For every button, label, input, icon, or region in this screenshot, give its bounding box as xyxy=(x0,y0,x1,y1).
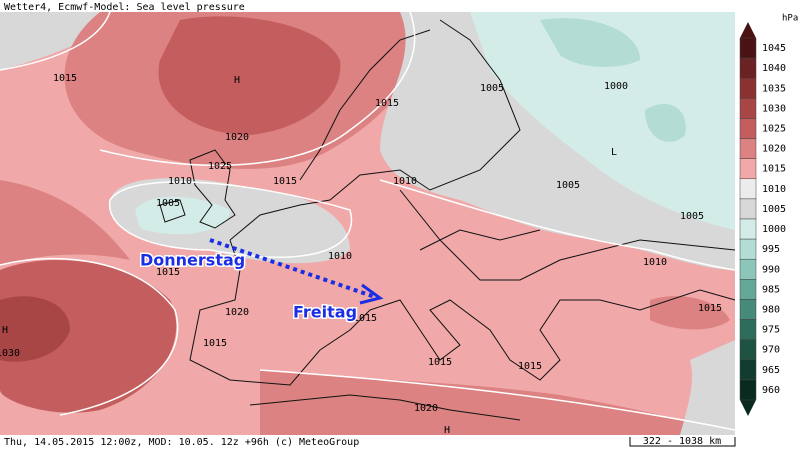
legend-label: 990 xyxy=(762,264,780,275)
legend-arrow-top xyxy=(740,22,756,38)
isobar-label: 1015 xyxy=(353,313,377,324)
legend-swatch xyxy=(739,138,757,159)
isobar-label: 1010 xyxy=(643,257,667,268)
coastlines xyxy=(159,19,736,421)
annotation: Donnerstag xyxy=(140,251,245,270)
legend-label: 1010 xyxy=(762,184,786,195)
legend-label: 985 xyxy=(762,284,780,295)
isobar-label: 1015 xyxy=(698,303,722,314)
pressure-zone xyxy=(0,180,130,265)
pressure-zone xyxy=(470,12,735,230)
pressure-zone xyxy=(680,340,735,435)
pressure-zone xyxy=(0,260,177,413)
legend-swatch xyxy=(739,299,757,320)
isobar-label: 1010 xyxy=(328,251,352,262)
legend-swatch xyxy=(739,158,757,180)
legend-label: 980 xyxy=(762,305,780,316)
legend-swatch xyxy=(739,339,757,361)
isobar-label: 1005 xyxy=(556,180,580,191)
isobar-label: 1005 xyxy=(480,83,504,94)
isobar-label: H xyxy=(234,75,240,86)
legend-label: 1030 xyxy=(762,103,786,114)
legend-arrow-bottom xyxy=(740,400,756,416)
legend-label: 1000 xyxy=(762,224,786,235)
legend-label: 1035 xyxy=(762,83,786,94)
isobar-label: 1020 xyxy=(225,307,249,318)
isobar-label: 1015 xyxy=(375,98,399,109)
pressure-zone xyxy=(540,18,640,67)
legend-label: 1045 xyxy=(762,43,786,54)
legend-swatch xyxy=(739,279,757,300)
legend-label: 965 xyxy=(762,365,780,376)
legend-swatch xyxy=(739,118,757,139)
isobar-label: 1030 xyxy=(0,348,20,359)
map: 1015 H 1015 1005 1000 1020 1025 1015 1010 1010 100… xyxy=(0,11,736,436)
isobar-label: H xyxy=(2,325,8,336)
header-title: Wetter4, Ecmwf-Model: Sea level pressure xyxy=(4,2,245,13)
legend-swatch xyxy=(739,238,757,260)
legend: hPa 1045 1040 1035 1030 1025 1020 1015 1010 1005… xyxy=(735,12,800,435)
legend-swatch xyxy=(739,359,757,381)
isobar-label: 1005 xyxy=(680,211,704,222)
legend-swatch xyxy=(739,57,757,79)
isobar-label: 1015 xyxy=(518,361,542,372)
track-arrowhead xyxy=(359,283,384,305)
legend-swatch xyxy=(739,98,757,119)
isobar-label: 1015 xyxy=(156,267,180,278)
legend-swatch xyxy=(739,37,757,59)
legend-label: 1015 xyxy=(762,164,786,175)
isobar-label: 1010 xyxy=(168,176,192,187)
legend-swatch xyxy=(739,258,757,280)
isobar-label: 1005 xyxy=(156,198,180,209)
scale-bar xyxy=(629,437,736,447)
pressure-zone xyxy=(260,370,735,435)
legend-swatch xyxy=(739,319,757,340)
pressure-zone xyxy=(0,296,70,362)
legend-label: 1040 xyxy=(762,63,786,74)
isobar-label: 1000 xyxy=(604,81,628,92)
isobar-label: 1015 xyxy=(428,357,452,368)
legend-swatch xyxy=(739,178,757,200)
footer-info: Thu, 14.05.2015 12:00z, MOD: 10.05. 12z … xyxy=(4,437,359,448)
pressure-zone xyxy=(158,16,341,135)
isobar-label: L xyxy=(611,147,617,158)
isobar-label: 1015 xyxy=(273,176,297,187)
legend-swatch xyxy=(739,77,757,99)
isobars xyxy=(0,11,736,431)
isobar-label: 1020 xyxy=(225,132,249,143)
pressure-zone xyxy=(650,296,730,330)
legend-label: 995 xyxy=(762,244,780,255)
isobar-label: 1010 xyxy=(393,176,417,187)
legend-label: 970 xyxy=(762,345,780,356)
legend-label: 1005 xyxy=(762,204,786,215)
legend-label: 1020 xyxy=(762,144,786,155)
legend-label: 975 xyxy=(762,325,780,336)
annotation: Freitag xyxy=(293,303,357,322)
pressure-zone xyxy=(645,104,686,142)
isobar-label: 1015 xyxy=(203,338,227,349)
isobar-label: 1015 xyxy=(53,73,77,84)
legend-swatch xyxy=(739,218,757,240)
isobar-label: H xyxy=(444,425,450,436)
isobar-label: 1025 xyxy=(208,161,232,172)
legend-swatch xyxy=(739,379,757,401)
legend-label: 960 xyxy=(762,385,780,396)
isobar-label: 1020 xyxy=(414,403,438,414)
scale-label: 322 - 1038 km xyxy=(643,436,721,447)
legend-swatch xyxy=(739,198,757,220)
legend-unit: hPa xyxy=(782,14,798,24)
footer-bar xyxy=(0,435,800,450)
track-arrow xyxy=(209,238,376,299)
legend-label: 1025 xyxy=(762,124,786,135)
header-bar xyxy=(0,0,800,12)
